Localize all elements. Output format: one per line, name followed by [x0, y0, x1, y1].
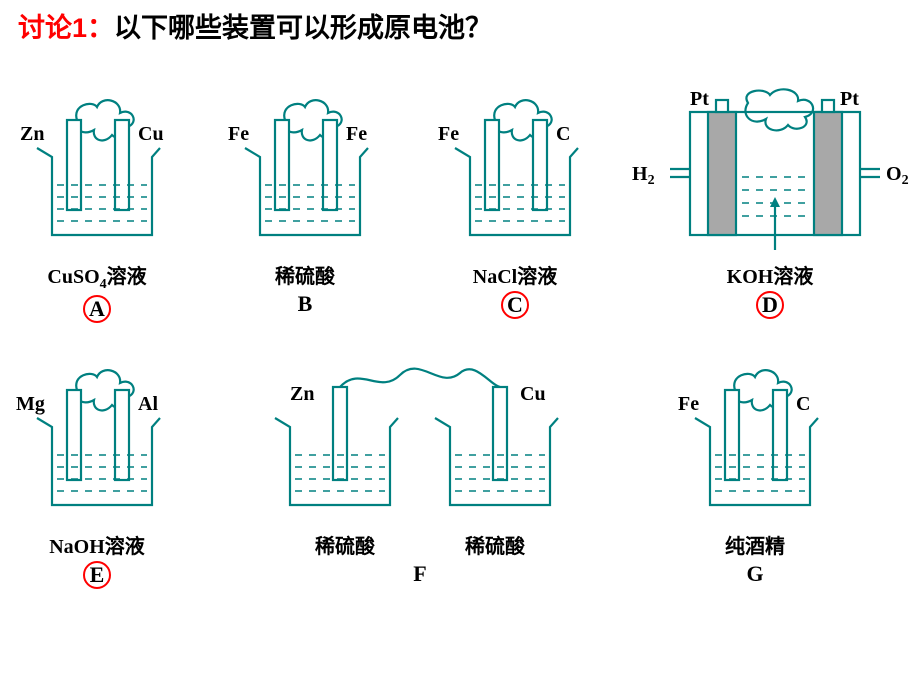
svg-text:C: C [796, 393, 810, 415]
solution-A-suffix: 溶液 [107, 266, 147, 288]
solution-F2: 稀硫酸 [465, 530, 525, 559]
title-rest: 以下哪些装置可以形成原电池？ [114, 13, 492, 43]
cell-A: Zn Cu CuSO4溶液 A [0, 85, 212, 323]
letter-F: F [413, 561, 426, 587]
svg-text:Al: Al [138, 393, 158, 415]
svg-text:Cu: Cu [520, 383, 546, 405]
svg-text:Zn: Zn [290, 383, 314, 405]
svg-text:Cu: Cu [138, 123, 164, 145]
title-prefix: 讨论1： [18, 13, 114, 43]
beaker-F: Zn Cu [220, 355, 620, 525]
solution-F1: 稀硫酸 [315, 530, 375, 559]
svg-text:Mg: Mg [16, 393, 45, 415]
beaker-E: Mg Al [0, 355, 212, 525]
solution-D: KOH溶液 [727, 266, 814, 288]
cell-E: Mg Al NaOH溶液 E [0, 355, 212, 589]
svg-text:C: C [556, 123, 570, 145]
cell-G: Fe C 纯酒精 G [640, 355, 870, 587]
cell-B: Fe Fe 稀硫酸 B [190, 85, 420, 317]
svg-text:Fe: Fe [438, 123, 459, 145]
svg-text:Fe: Fe [228, 123, 249, 145]
svg-text:Fe: Fe [678, 393, 699, 415]
letter-E: E [83, 561, 111, 589]
solution-B: 稀硫酸 [190, 260, 420, 289]
letter-C: C [501, 291, 529, 319]
svg-text:Zn: Zn [20, 123, 44, 145]
solution-E: NaOH溶液 [49, 536, 145, 558]
letter-G: G [746, 561, 763, 587]
svg-text:Pt: Pt [840, 88, 859, 110]
svg-text:O2: O2 [886, 163, 909, 188]
beaker-C: Fe C [400, 85, 630, 255]
letter-A: A [83, 295, 111, 323]
svg-text:Pt: Pt [690, 88, 709, 110]
svg-text:H2: H2 [632, 163, 655, 188]
fuelcell-D: Pt Pt H2 O2 [620, 85, 920, 255]
cell-D: Pt Pt H2 O2 KOH溶液 D [620, 85, 920, 319]
question-title: 讨论1：以下哪些装置可以形成原电池？ [0, 6, 920, 45]
beaker-G: Fe C [640, 355, 870, 525]
solution-C: NaCl溶液 [473, 266, 557, 288]
solution-G: 纯酒精 [640, 530, 870, 559]
svg-text:Fe: Fe [346, 123, 367, 145]
letter-D: D [756, 291, 784, 319]
letter-B: B [298, 291, 313, 317]
diagram-canvas: Zn Cu CuSO4溶液 A Fe Fe 稀硫酸 B [0, 45, 920, 685]
cell-C: Fe C NaCl溶液 C [400, 85, 630, 319]
cell-F: Zn Cu 稀硫酸 稀硫酸 F [220, 355, 620, 587]
beaker-B: Fe Fe [190, 85, 420, 255]
beaker-A: Zn Cu [0, 85, 212, 255]
